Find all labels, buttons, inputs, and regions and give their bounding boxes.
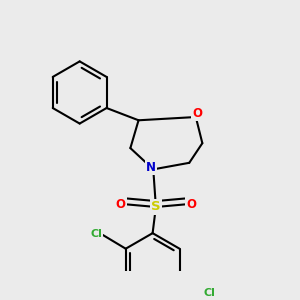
Text: Cl: Cl xyxy=(90,229,102,239)
Text: O: O xyxy=(192,107,203,120)
Text: O: O xyxy=(186,198,196,211)
Text: O: O xyxy=(116,198,126,211)
Text: S: S xyxy=(151,200,161,214)
Text: Cl: Cl xyxy=(203,288,215,298)
Text: N: N xyxy=(146,161,156,174)
